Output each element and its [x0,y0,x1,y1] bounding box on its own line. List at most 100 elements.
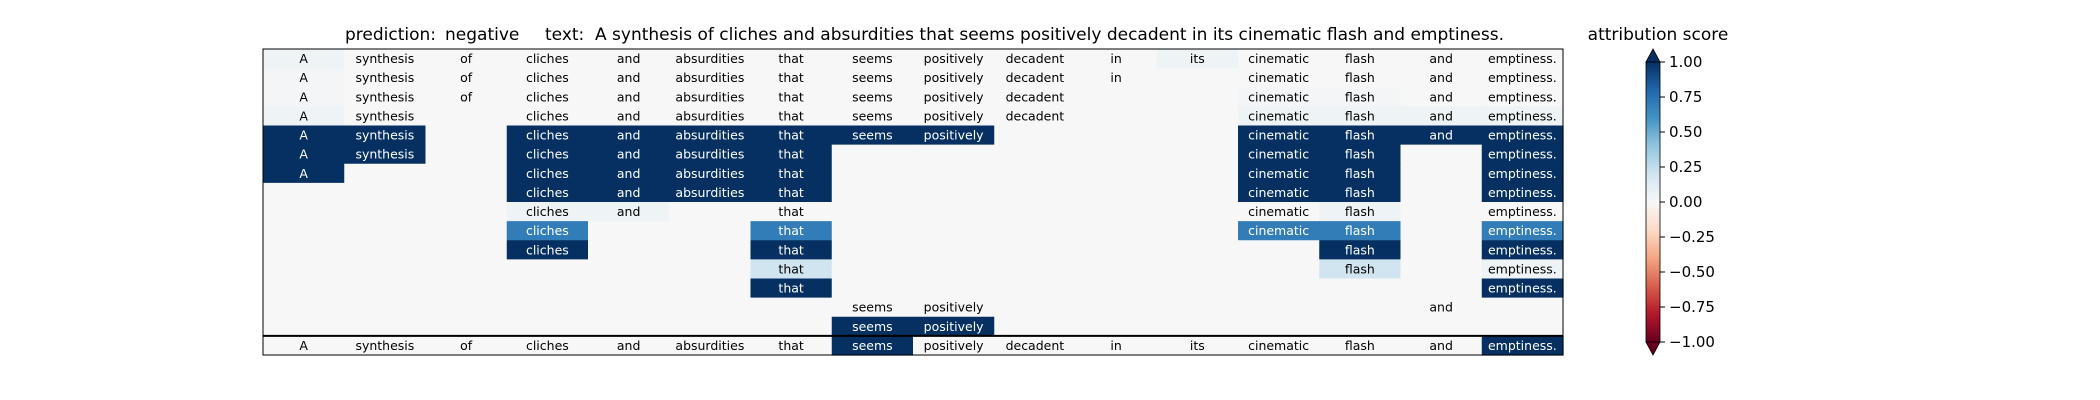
token-label: seems [852,128,893,143]
heatmap-cell [588,297,670,318]
heatmap-cell [994,125,1077,146]
token-label: cinematic [1248,108,1309,123]
heatmap-cell [1319,125,1402,146]
heatmap-cell [1400,259,1483,280]
heatmap-cell [1238,49,1320,69]
heatmap-cell [1238,68,1320,88]
heatmap-cell [831,125,914,146]
token-label: emptiness. [1488,70,1557,85]
token-label: cliches [526,242,569,257]
heatmap-cell [913,316,995,337]
heatmap-cell [1238,125,1320,146]
token-label: synthesis [355,70,414,85]
heatmap-cell [831,106,914,127]
token-label: flash [1345,185,1375,200]
heatmap-cell [1319,221,1402,241]
token-label: seems [852,89,893,104]
heatmap-cell [344,125,427,146]
token-label: flash [1345,51,1375,66]
token-label: A [299,89,308,104]
heatmap-cell [263,182,345,203]
heatmap-cell [263,202,345,222]
heatmap-cell [344,221,427,241]
heatmap-cell [913,182,995,203]
token-label: synthesis [355,89,414,104]
heatmap-cell [344,259,427,280]
token-label: and [1429,128,1453,143]
token-label: synthesis [355,338,414,353]
heatmap-cell [669,68,752,88]
token-label: A [299,70,308,85]
token-label: and [617,147,641,162]
heatmap-cell [1075,87,1158,107]
heatmap-cell [913,221,995,241]
token-label: that [778,185,803,200]
heatmap-cell [425,278,508,299]
token-label: seems [852,108,893,123]
token-label: that [778,204,803,219]
token-label: cliches [526,89,569,104]
heatmap-cell [506,49,589,69]
heatmap-cell [263,297,345,318]
heatmap-cell [1238,202,1320,222]
heatmap-cell [1400,202,1483,222]
heatmap-cell [263,221,345,241]
heatmap-cell [1075,125,1158,146]
token-label: cliches [526,128,569,143]
token-label: flash [1345,223,1375,238]
token-label: positively [924,319,985,334]
heatmap-cell [1156,335,1239,356]
heatmap-cell [669,202,752,222]
heatmap-cell [1075,68,1158,88]
heatmap-cell [1075,182,1158,203]
token-label: that [778,281,803,296]
heatmap-cell [669,182,752,203]
heatmap-cell [344,144,427,165]
heatmap-cell [913,297,995,318]
token-label: emptiness. [1488,338,1557,353]
heatmap-cell [1238,240,1320,260]
token-label: A [299,51,308,66]
heatmap-cell [669,297,752,318]
heatmap-cell [425,106,508,127]
token-label: A [299,108,308,123]
heatmap-cell [506,221,589,241]
heatmap-cell [263,278,345,299]
token-label: of [460,89,473,104]
token-label: decadent [1006,338,1065,353]
token-label: cliches [526,338,569,353]
token-label: positively [924,300,985,315]
heatmap-cell [831,163,914,184]
token-label: positively [924,338,985,353]
heatmap-cell [1481,297,1564,318]
heatmap-cell [669,240,752,260]
heatmap-cell [994,144,1077,165]
heatmap-cell [425,316,508,337]
heatmap-cell [1319,240,1402,260]
token-label: emptiness. [1488,185,1557,200]
heatmap-cell [1156,221,1239,241]
heatmap-cell [1075,144,1158,165]
heatmap-cell [263,125,345,146]
token-label: cinematic [1248,166,1309,181]
heatmap-cell [1319,297,1402,318]
heatmap-cell [588,87,670,107]
token-label: of [460,338,473,353]
heatmap-cell [588,316,670,337]
heatmap-cell [1481,144,1564,165]
heatmap-cell [1400,182,1483,203]
heatmap-cell [831,259,914,280]
heatmap-cell [588,278,670,299]
heatmap-cell [994,49,1077,69]
token-label: that [778,223,803,238]
heatmap-cell [344,278,427,299]
heatmap-cell [750,278,833,299]
heatmap-cell [1238,297,1320,318]
heatmap-cell [1075,49,1158,69]
token-label: flash [1345,204,1375,219]
token-label: emptiness. [1488,89,1557,104]
token-label: in [1110,338,1121,353]
heatmap-cell [1481,163,1564,184]
heatmap-cell [1156,259,1239,280]
